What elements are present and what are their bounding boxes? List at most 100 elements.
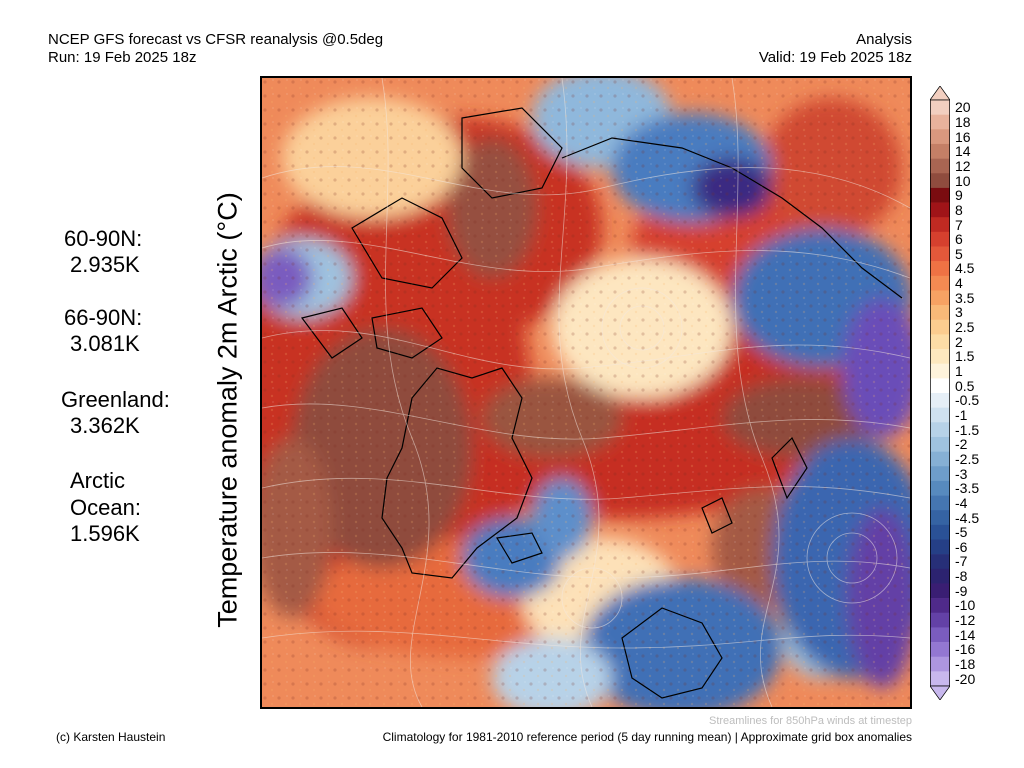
- colorbar-swatch: [930, 466, 950, 482]
- stat-value-66-90n: 3.081K: [70, 331, 140, 356]
- colorbar-swatch: [930, 407, 950, 423]
- colorbar-swatch: [930, 671, 950, 687]
- colorbar-tick-label: -0.5: [955, 392, 980, 409]
- stat-region-arctic-ocean-line2: Ocean:: [70, 495, 141, 520]
- stat-region-greenland: Greenland:: [61, 387, 170, 412]
- colorbar-tick-label: 20: [955, 99, 971, 116]
- colorbar-swatch: [930, 100, 950, 115]
- colorbar-tick-label: -1.5: [955, 421, 980, 438]
- valid-time: Valid: 19 Feb 2025 18z: [758, 49, 912, 66]
- colorbar-tick-label: 3: [955, 304, 963, 321]
- colorbar-swatch: [930, 554, 950, 570]
- colorbar-swatch: [930, 598, 950, 614]
- colorbar-tick-label: 3.5: [955, 289, 975, 306]
- colorbar-tick-label: 16: [955, 128, 971, 145]
- colorbar-swatch: [930, 612, 950, 628]
- colorbar-swatch: [930, 319, 950, 335]
- colorbar-bottom-arrow: [930, 685, 950, 700]
- colorbar-tick-label: 12: [955, 157, 971, 174]
- colorbar-swatch: [930, 539, 950, 555]
- stat-region-arctic-ocean-line1: Arctic: [70, 468, 125, 493]
- colorbar-tick-label: -12: [955, 612, 976, 629]
- credit: (c) Karsten Haustein: [56, 730, 166, 744]
- colorbar-swatch: [930, 202, 950, 218]
- colorbar-tick-label: -1: [955, 406, 968, 423]
- colorbar-tick-label: 0.5: [955, 377, 975, 394]
- analysis-label: Analysis: [856, 31, 912, 48]
- climatology-note: Climatology for 1981-2010 reference peri…: [382, 730, 912, 744]
- colorbar-tick-label: -6: [955, 538, 968, 555]
- colorbar-tick-label: -14: [955, 626, 976, 643]
- colorbar-swatch: [930, 495, 950, 511]
- colorbar-swatch: [930, 231, 950, 247]
- colorbar-swatch: [930, 642, 950, 657]
- colorbar-tick-label: -20: [955, 670, 976, 687]
- colorbar-swatch: [930, 158, 950, 174]
- colorbar-tick-label: -3: [955, 465, 968, 482]
- colorbar-swatch: [930, 422, 950, 438]
- colorbar-tick-label: -9: [955, 582, 968, 599]
- chart-title: NCEP GFS forecast vs CFSR reanalysis @0.…: [48, 31, 384, 48]
- colorbar-tick-label: 5: [955, 245, 963, 262]
- colorbar-swatch: [930, 349, 950, 364]
- colorbar-tick-label: -2.5: [955, 450, 980, 467]
- colorbar-swatch: [930, 524, 950, 540]
- map-graphic: [262, 78, 910, 707]
- colorbar-tick-label: 18: [955, 113, 971, 130]
- colorbar-tick-label: 6: [955, 231, 963, 248]
- colorbar-tick-label: -3.5: [955, 480, 980, 497]
- stat-region-66-90n: 66-90N:: [64, 305, 143, 330]
- colorbar-tick-label: -18: [955, 656, 976, 673]
- colorbar-tick-label: -8: [955, 568, 968, 585]
- colorbar-tick-label: 7: [955, 216, 963, 233]
- colorbar-swatch: [930, 480, 950, 496]
- colorbar-tick-label: 1.5: [955, 348, 975, 365]
- colorbar-tick-label: 8: [955, 201, 963, 218]
- colorbar-tick-label: 9: [955, 187, 963, 204]
- colorbar-swatch: [930, 129, 950, 145]
- run-time: Run: 19 Feb 2025 18z: [48, 49, 197, 66]
- colorbar-swatch: [930, 246, 950, 262]
- stat-value-greenland: 3.362K: [70, 413, 140, 438]
- stat-region-60-90n: 60-90N:: [64, 226, 143, 251]
- colorbar-swatch: [930, 510, 950, 526]
- colorbar-swatch: [930, 334, 950, 350]
- colorbar-tick-label: 4.5: [955, 260, 975, 277]
- colorbar-tick-label: 14: [955, 143, 971, 160]
- colorbar-swatch: [930, 290, 950, 306]
- colorbar-swatch: [930, 305, 950, 321]
- anomaly-map: [260, 76, 912, 709]
- colorbar-swatch: [930, 114, 950, 130]
- streamlines-note: Streamlines for 850hPa winds at timestep: [709, 715, 912, 727]
- colorbar-tick-label: -4: [955, 494, 968, 511]
- colorbar-swatch: [930, 217, 950, 233]
- colorbar-swatch: [930, 143, 950, 159]
- colorbar-swatch: [930, 656, 950, 672]
- colorbar-swatch: [930, 451, 950, 467]
- colorbar-tick-label: -5: [955, 524, 968, 541]
- colorbar-tick-label: 2: [955, 333, 963, 350]
- colorbar-swatch: [930, 583, 950, 599]
- colorbar-tick-label: 2.5: [955, 319, 975, 336]
- colorbar-top-arrow: [930, 86, 950, 101]
- colorbar-swatch: [930, 173, 950, 189]
- colorbar-swatch: [930, 393, 950, 408]
- colorbar-tick-label: -7: [955, 553, 968, 570]
- y-axis-label: Temperature anomaly 2m Arctic (°C): [212, 192, 243, 628]
- stat-value-arctic-ocean: 1.596K: [70, 521, 140, 546]
- colorbar-tick-label: 4: [955, 275, 963, 292]
- colorbar-swatch: [930, 436, 950, 452]
- colorbar-tick-label: -4.5: [955, 509, 980, 526]
- colorbar-swatch: [930, 363, 950, 379]
- stat-value-60-90n: 2.935K: [70, 252, 140, 277]
- colorbar-tick-label: -16: [955, 641, 976, 658]
- colorbar-swatch: [930, 568, 950, 584]
- colorbar-swatch: [930, 261, 950, 277]
- colorbar-swatch: [930, 187, 950, 203]
- colorbar-tick-label: -2: [955, 436, 968, 453]
- colorbar-tick-label: 10: [955, 172, 971, 189]
- colorbar-swatch: [930, 275, 950, 291]
- colorbar: [930, 86, 950, 700]
- colorbar-tick-label: 1: [955, 363, 963, 380]
- colorbar-swatch: [930, 378, 950, 394]
